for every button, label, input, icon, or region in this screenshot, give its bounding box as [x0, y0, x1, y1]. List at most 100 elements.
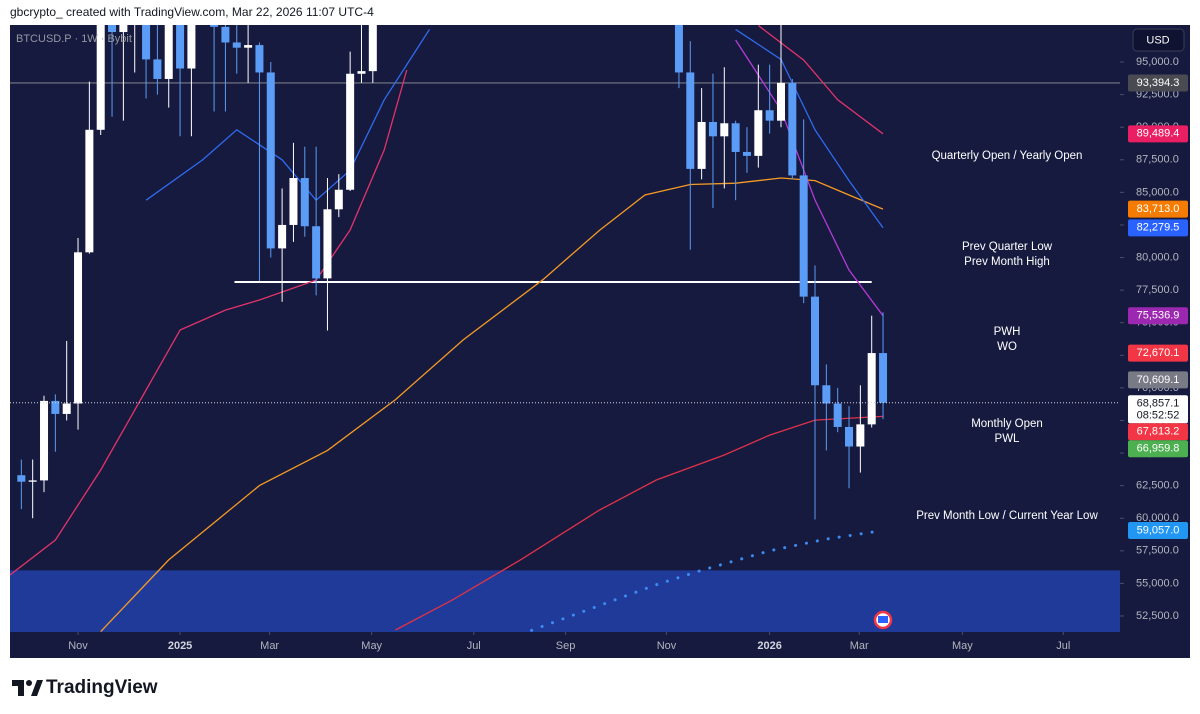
- candle-body: [232, 42, 241, 48]
- candle-body: [674, 25, 683, 73]
- price-tag-label: 67,813.2: [1137, 426, 1180, 438]
- price-tag-label: 83,713.0: [1137, 203, 1180, 215]
- candle-body: [153, 59, 162, 79]
- support-zone: [10, 570, 1120, 632]
- candle-body: [368, 25, 377, 72]
- currency-button[interactable]: [1132, 28, 1185, 52]
- candle-body: [17, 475, 26, 482]
- annotation: Quarterly Open / Yearly Open: [932, 150, 1083, 162]
- annotations: Quarterly Open / Yearly Open Prev Quarte…: [916, 150, 1098, 522]
- axes: 52,500.0 55,000.0 57,500.0 60,000.0 62,500.0…: [68, 56, 1179, 652]
- brand-logo: TradingView: [12, 677, 158, 698]
- moving-average: [145, 28, 884, 229]
- price-tag: [1128, 200, 1188, 218]
- x-tick-label: 2025: [168, 640, 192, 652]
- price-tag-label: 59,057.0: [1137, 524, 1180, 536]
- y-tick-label: 95,000.0: [1136, 56, 1179, 68]
- candle-body: [108, 25, 117, 33]
- price-tag: [1128, 344, 1188, 362]
- price-tag: [1128, 125, 1188, 143]
- moving-average: [735, 39, 884, 317]
- candle-body: [323, 209, 332, 279]
- annotation: Monthly Open: [971, 418, 1043, 430]
- candle-body: [176, 25, 185, 69]
- annotation: Prev Month Low / Current Year Low: [916, 510, 1098, 522]
- candle-body: [312, 226, 321, 279]
- logo-mark: [12, 680, 24, 696]
- candle-body: [799, 175, 808, 297]
- annotation: WO: [997, 341, 1017, 353]
- candle-body: [210, 25, 219, 27]
- candle-body: [833, 403, 842, 427]
- y-tick-label: 85,000.0: [1136, 186, 1179, 198]
- x-tick-label: Nov: [657, 640, 677, 652]
- logo-mark: [26, 680, 32, 686]
- price-tags: 93,394.3 89,489.4 83,713.0 82,279.5 75,536.9…: [1128, 74, 1188, 540]
- x-tick-label: Mar: [850, 640, 869, 652]
- currency-label[interactable]: USD: [1146, 34, 1169, 46]
- candle-body: [845, 426, 854, 447]
- candle-body: [811, 296, 820, 386]
- candle-body: [28, 480, 37, 482]
- candle-body: [187, 25, 196, 69]
- annotation: PWH: [994, 326, 1021, 338]
- flag-icon-inner: [878, 616, 888, 623]
- x-tick-label: 2026: [757, 640, 781, 652]
- x-tick-label: May: [361, 640, 382, 652]
- price-tag-label: 70,609.1: [1137, 374, 1180, 386]
- x-tick-label: Mar: [260, 640, 279, 652]
- chart-panel: [10, 25, 1190, 658]
- candle-body: [244, 45, 253, 48]
- candle-body: [164, 25, 173, 79]
- y-tick-label: 77,500.0: [1136, 284, 1179, 296]
- candle-body: [776, 82, 785, 121]
- candle-body: [754, 110, 763, 156]
- y-tick-label: 62,500.0: [1136, 480, 1179, 492]
- plot-area: [10, 25, 1120, 632]
- candle-body: [720, 123, 729, 137]
- candle-body: [96, 25, 105, 130]
- y-tick-label: 60,000.0: [1136, 512, 1179, 524]
- price-tag-label: 75,536.9: [1137, 310, 1180, 322]
- candle-body: [51, 400, 60, 414]
- candle-body: [357, 71, 366, 74]
- price-tag: [1128, 307, 1188, 325]
- bar-countdown: 08:52:52: [1137, 410, 1180, 422]
- candle-body: [788, 82, 797, 176]
- candle-body: [697, 121, 706, 169]
- price-tag-label: 68,857.1: [1137, 398, 1180, 410]
- y-tick-label: 80,000.0: [1136, 251, 1179, 263]
- price-tag-label: 66,959.8: [1137, 443, 1180, 455]
- candle-body: [289, 178, 298, 225]
- y-tick-label: 57,500.0: [1136, 545, 1179, 557]
- price-tag-label: 82,279.5: [1137, 222, 1180, 234]
- y-tick-label: 55,000.0: [1136, 577, 1179, 589]
- candle-body: [119, 25, 128, 33]
- candle-body: [742, 151, 751, 156]
- price-tag-label: 93,394.3: [1137, 77, 1180, 89]
- annotation: Prev Quarter Low: [962, 241, 1053, 253]
- brand-name: TradingView: [46, 677, 158, 698]
- y-tick-label: 92,500.0: [1136, 89, 1179, 101]
- x-tick-label: May: [952, 640, 973, 652]
- candle-body: [74, 252, 83, 404]
- candle-body: [686, 72, 695, 169]
- candle-body: [346, 73, 355, 190]
- annotation: Prev Month High: [964, 256, 1050, 268]
- moving-average: [395, 415, 884, 631]
- event-flag[interactable]: [873, 610, 893, 630]
- candle-body: [142, 25, 151, 60]
- candle-body: [856, 424, 865, 447]
- x-tick-label: Sep: [556, 640, 576, 652]
- symbol-label: BTCUSD.P · 1W · Bybit: [16, 33, 132, 45]
- x-tick-label: Jul: [467, 640, 481, 652]
- candle-body: [867, 353, 876, 425]
- annotation: PWL: [995, 433, 1021, 445]
- candle-body: [62, 403, 71, 414]
- price-tag: [1128, 395, 1188, 424]
- price-tag-label: 89,489.4: [1137, 128, 1180, 140]
- candle-body: [708, 121, 717, 137]
- candle-body: [731, 123, 740, 152]
- candle-body: [40, 400, 49, 481]
